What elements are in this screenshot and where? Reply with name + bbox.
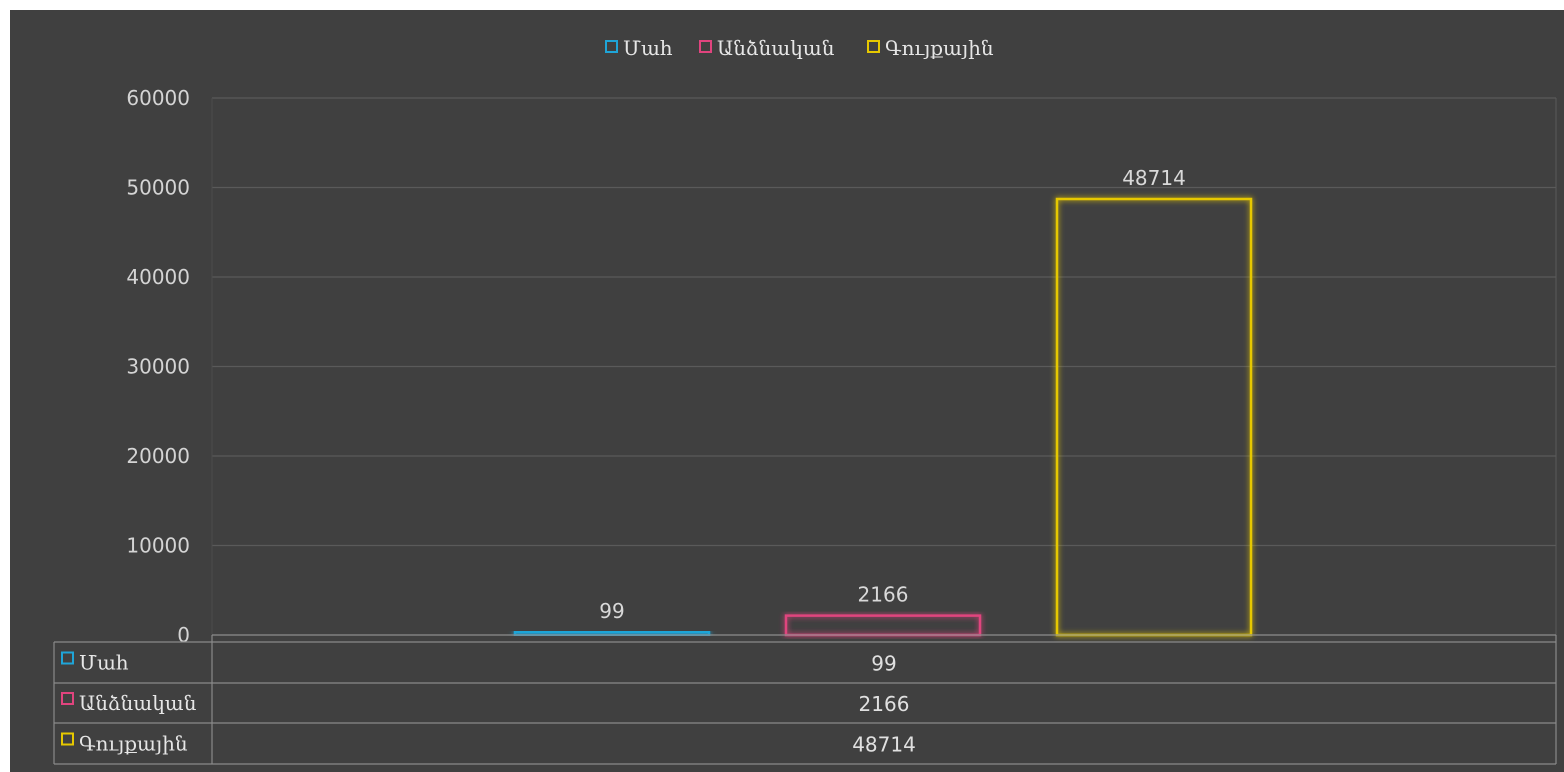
y-tick-label: 30000 [126, 355, 190, 379]
legend-entry: Գույքային [885, 36, 994, 60]
y-tick-label: 20000 [126, 444, 190, 468]
data-label: 48714 [1122, 166, 1186, 190]
bars: 99 2166 48714 [513, 166, 1253, 637]
bar-2 [784, 614, 982, 637]
legend-swatch [605, 40, 618, 53]
y-tick-label: 0 [177, 623, 190, 647]
data-label: 2166 [858, 583, 909, 607]
y-axis: 0 10000 20000 30000 40000 50000 60000 [126, 86, 190, 647]
table-cell-value: 99 [871, 652, 896, 676]
bar-chart: Մահ Անձնական Գույքային 0 10000 20000 30000 400… [53, 36, 1557, 765]
table-swatch [61, 651, 74, 665]
bar-3 [1055, 197, 1253, 637]
table-row-label: Մահ [79, 651, 129, 675]
legend-swatch [699, 40, 712, 53]
y-tick-label: 10000 [126, 534, 190, 558]
legend-swatch [867, 40, 880, 53]
y-tick-label: 40000 [126, 265, 190, 289]
legend-entry: Անձնական [717, 36, 835, 60]
y-tick-label: 60000 [126, 86, 190, 110]
gridlines [211, 97, 1557, 636]
table-swatch [61, 732, 74, 746]
y-tick-label: 50000 [126, 176, 190, 200]
data-table: Մահ 99 Անձնական 2166 Գույքային 48714 [53, 634, 1557, 765]
legend-entry: Մահ [623, 36, 673, 60]
data-label: 99 [599, 599, 624, 623]
table-swatch [61, 692, 74, 705]
table-cell-value: 48714 [852, 733, 916, 757]
table-row-label: Գույքային [79, 732, 188, 756]
table-row-label: Անձնական [79, 691, 197, 715]
chart-area: Մահ Անձնական Գույքային 0 10000 20000 30000 400… [10, 10, 1564, 772]
legend: Մահ Անձնական Գույքային [605, 36, 994, 60]
table-cell-value: 2166 [859, 692, 910, 716]
